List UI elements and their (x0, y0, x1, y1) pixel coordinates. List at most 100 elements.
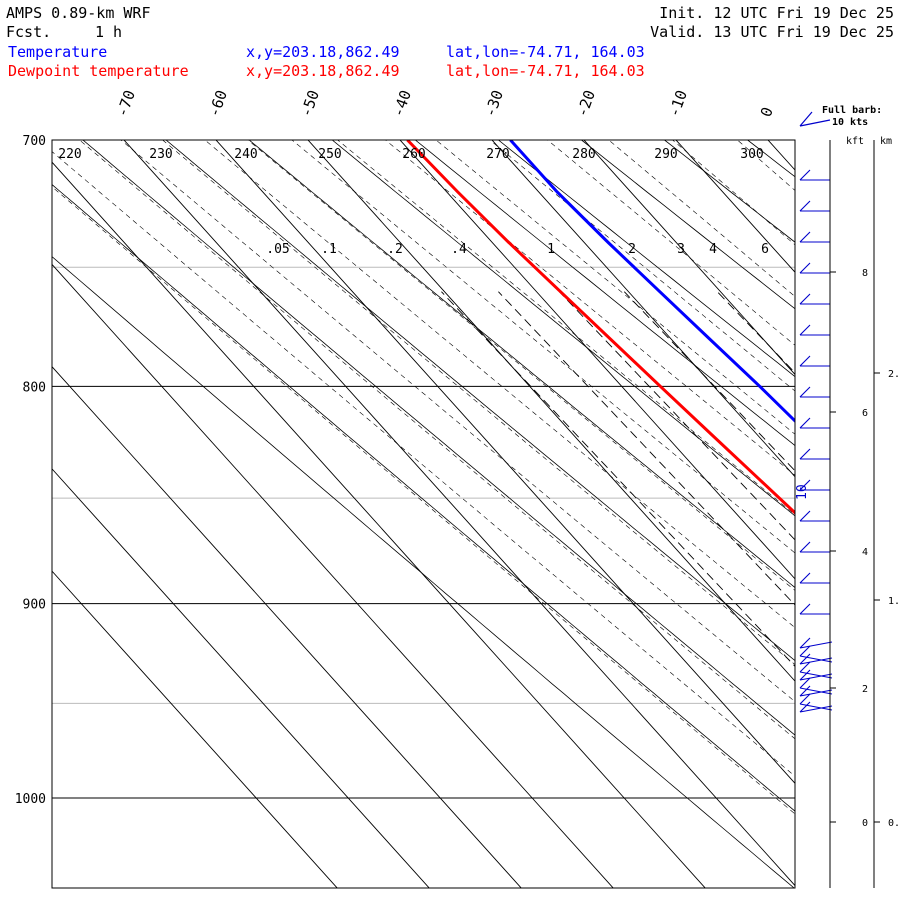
wind-barb (799, 293, 830, 305)
dry-adiabat (746, 140, 795, 178)
dry-adiabat-label: 300 (740, 147, 763, 162)
moist-adiabat (52, 151, 795, 777)
isotherm (52, 570, 338, 888)
isotherm (215, 140, 795, 785)
mixing-ratio-label: .2 (387, 242, 403, 257)
kft-axis-label: kft (846, 136, 864, 147)
mixing-ratio-label: 2 (628, 242, 636, 257)
dry-adiabat-label: 270 (486, 147, 509, 162)
pressure-tick-label: 900 (23, 598, 46, 613)
dry-adiabat-label: 240 (234, 147, 257, 162)
isotherm (52, 263, 614, 888)
isotherm (52, 365, 522, 888)
wind-barb (799, 479, 830, 491)
wind-barb (799, 661, 833, 679)
dry-adiabat-label: 280 (572, 147, 595, 162)
temperature-tick-label: -10 (665, 88, 691, 120)
wind-barb (799, 541, 830, 553)
wind-barb (799, 637, 833, 649)
mixing-ratio-label: 4 (709, 242, 717, 257)
dry-adiabat-label: 250 (318, 147, 341, 162)
legend-temperature-latlon: lat,lon=-74.71, 164.03 (446, 43, 645, 61)
mixing-ratio-line (498, 291, 795, 606)
moist-adiabat (337, 140, 795, 516)
fcst-label: Fcst. (6, 23, 51, 41)
km-tick-2: 2. (888, 369, 900, 380)
legend-temperature-xy: x,y=203.18,862.49 (246, 43, 400, 61)
dry-adiabat (165, 140, 795, 662)
mixing-ratio-line (558, 291, 795, 541)
mixing-ratio-line (441, 291, 795, 668)
wind-barb (799, 572, 830, 584)
temperature-tick-label: -40 (389, 88, 415, 120)
pressure-tick-label: 700 (23, 134, 46, 149)
isotherm (836, 113, 900, 900)
mixing-ratio-label: .1 (321, 242, 337, 257)
moist-adiabat (834, 114, 900, 900)
wind-barb (799, 701, 833, 713)
moist-adiabat (547, 140, 795, 346)
mixing-ratio-line (716, 291, 795, 374)
mixing-ratio-label: 3 (677, 242, 685, 257)
dry-adiabat (879, 114, 900, 900)
moist-adiabat (291, 140, 795, 554)
legend-temperature-name: Temperature (8, 43, 107, 61)
mixing-ratio-label: .4 (451, 242, 467, 257)
barb-key-icon (799, 111, 831, 127)
init-time: Init. 12 UTC Fri 19 Dec 25 (659, 4, 894, 22)
isotherm (583, 140, 795, 376)
fcst-value: 1 h (95, 23, 122, 41)
moist-adiabat (608, 140, 795, 297)
isotherm (52, 468, 430, 888)
pressure-tick-label: 1000 (15, 792, 46, 807)
wind-barb (799, 262, 830, 274)
legend-dewpoint-name: Dewpoint temperature (8, 62, 189, 80)
wind-barb (799, 386, 830, 398)
temperature-tick-label: -20 (573, 88, 599, 120)
barb-key-line2: 10 kts (832, 117, 868, 128)
mixing-ratio-label: 6 (761, 242, 769, 257)
wind-barb (799, 603, 830, 615)
dry-adiabat-label: 260 (402, 147, 425, 162)
legend-dewpoint-latlon: lat,lon=-74.71, 164.03 (446, 62, 645, 80)
moist-adiabat (52, 186, 795, 815)
wind-barb (799, 169, 830, 181)
isotherm (52, 161, 706, 888)
wind-barb (799, 645, 833, 663)
dry-adiabat-label: 230 (149, 147, 172, 162)
wind-barb (799, 653, 833, 665)
dry-adiabat (414, 140, 795, 447)
dry-adiabat (82, 140, 795, 736)
km-tick-1: 1. (888, 596, 900, 607)
mixing-ratio-line (793, 291, 795, 294)
wind-barb (799, 324, 830, 336)
dry-adiabat (248, 140, 795, 589)
moist-adiabat (893, 114, 900, 900)
kft-tick-4: 4 (862, 547, 868, 558)
dry-adiabat (796, 114, 900, 900)
moist-adiabat (672, 140, 795, 246)
wind-barb (799, 448, 830, 460)
wind-barb (799, 677, 833, 695)
wind-barb (799, 685, 833, 697)
moist-adiabat (772, 114, 900, 900)
wind-speed-label: 10 (795, 484, 810, 500)
kft-tick-8: 8 (862, 268, 868, 279)
moist-adiabat (204, 140, 795, 629)
wind-barb (799, 693, 833, 711)
kft-tick-2: 2 (862, 684, 868, 695)
wind-barb (799, 510, 830, 522)
kft-tick-6: 6 (862, 408, 868, 419)
temperature-profile-line (509, 140, 795, 424)
moist-adiabat (435, 140, 795, 435)
temperature-tick-label: -60 (205, 88, 231, 120)
wind-barb (799, 355, 830, 367)
temperature-tick-label: -30 (481, 88, 507, 120)
temperature-tick-label: 0 (757, 105, 777, 120)
isotherm (399, 140, 795, 580)
temperature-tick-label: -50 (297, 88, 323, 120)
isotherm (675, 140, 795, 273)
mixing-ratio-label: 1 (547, 242, 555, 257)
dewpoint-profile-line (406, 140, 795, 515)
